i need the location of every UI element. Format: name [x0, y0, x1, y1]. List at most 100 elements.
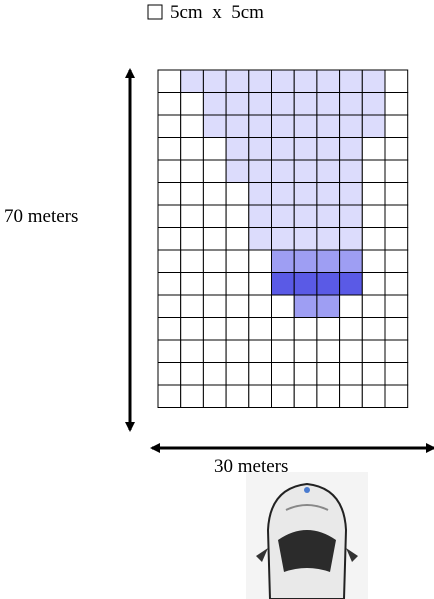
- grid-cell: [316, 182, 341, 206]
- grid-cell: [293, 69, 318, 93]
- grid-cell: [202, 339, 227, 363]
- grid-cell: [293, 159, 318, 183]
- grid-cell: [202, 92, 227, 116]
- grid-cell: [293, 249, 318, 273]
- grid-cell: [180, 384, 204, 408]
- grid-cell: [225, 227, 250, 251]
- grid-cell: [339, 272, 363, 296]
- grid-cell: [157, 159, 182, 183]
- grid-cell: [180, 227, 204, 251]
- grid-cell: [225, 137, 250, 161]
- grid-cell: [271, 114, 295, 138]
- grid-cell: [361, 114, 386, 138]
- grid-cell: [248, 137, 273, 161]
- grid-cell: [248, 339, 273, 363]
- grid-cell: [157, 92, 182, 116]
- grid-cell: [293, 182, 318, 206]
- grid-cell: [384, 137, 409, 161]
- grid-cell: [384, 384, 409, 408]
- grid-cell: [339, 384, 363, 408]
- grid-cell: [202, 317, 227, 341]
- grid-cell: [361, 182, 386, 206]
- grid-cell: [316, 69, 341, 93]
- grid-cell: [225, 384, 250, 408]
- grid-cell: [271, 249, 295, 273]
- grid-cell: [157, 362, 182, 386]
- grid-cell: [271, 92, 295, 116]
- grid-cell: [316, 159, 341, 183]
- grid-cell: [316, 339, 341, 363]
- grid-cell: [293, 204, 318, 228]
- grid-cell: [180, 182, 204, 206]
- grid-cell: [202, 249, 227, 273]
- grid-cell: [384, 69, 409, 93]
- grid-cell: [225, 204, 250, 228]
- grid-cell: [361, 384, 386, 408]
- grid-cell: [293, 92, 318, 116]
- grid-cell: [316, 272, 341, 296]
- grid-cell: [361, 362, 386, 386]
- grid-cell: [339, 69, 363, 93]
- grid-cell: [157, 384, 182, 408]
- grid-cell: [248, 114, 273, 138]
- grid-cell: [157, 272, 182, 296]
- grid-cell: [202, 204, 227, 228]
- grid-cell: [248, 227, 273, 251]
- grid-cell: [316, 317, 341, 341]
- grid-cell: [180, 69, 204, 93]
- grid-cell: [384, 227, 409, 251]
- grid-cell: [225, 182, 250, 206]
- grid-cell: [248, 92, 273, 116]
- grid-cell: [339, 227, 363, 251]
- grid-cell: [293, 384, 318, 408]
- grid-cell: [180, 92, 204, 116]
- grid-cell: [248, 294, 273, 318]
- grid-cell: [361, 137, 386, 161]
- grid-cell: [384, 362, 409, 386]
- grid-cell: [293, 114, 318, 138]
- grid-cell: [293, 362, 318, 386]
- grid-cell: [271, 362, 295, 386]
- grid-cell: [180, 204, 204, 228]
- grid-cell: [384, 182, 409, 206]
- grid-cell: [361, 249, 386, 273]
- grid-cell: [157, 294, 182, 318]
- grid-cell: [248, 249, 273, 273]
- grid-cell: [248, 384, 273, 408]
- grid-cell: [384, 339, 409, 363]
- grid-cell: [339, 92, 363, 116]
- grid-cell: [225, 69, 250, 93]
- grid-cell: [361, 317, 386, 341]
- grid-cell: [293, 339, 318, 363]
- grid-cell: [384, 204, 409, 228]
- grid-cell: [225, 294, 250, 318]
- grid-cell: [271, 137, 295, 161]
- grid-cell: [271, 69, 295, 93]
- grid-cell: [157, 69, 182, 93]
- grid-cell: [225, 249, 250, 273]
- grid-cell: [339, 204, 363, 228]
- grid-cell: [271, 317, 295, 341]
- grid-cell: [180, 272, 204, 296]
- grid-cell: [271, 227, 295, 251]
- grid-cell: [202, 294, 227, 318]
- grid-cell: [180, 362, 204, 386]
- grid-cell: [180, 294, 204, 318]
- grid-cell: [361, 294, 386, 318]
- grid-cell: [248, 317, 273, 341]
- grid-cell: [225, 159, 250, 183]
- grid-cell: [361, 227, 386, 251]
- width-label: 30 meters: [214, 456, 288, 477]
- grid-cell: [157, 227, 182, 251]
- grid-cell: [384, 249, 409, 273]
- grid-cell: [271, 384, 295, 408]
- grid-cell: [384, 317, 409, 341]
- grid-cell: [384, 294, 409, 318]
- grid-cell: [361, 69, 386, 93]
- grid-cell: [202, 362, 227, 386]
- grid: [157, 69, 409, 408]
- grid-cell: [248, 362, 273, 386]
- grid-cell: [157, 204, 182, 228]
- grid-cell: [316, 249, 341, 273]
